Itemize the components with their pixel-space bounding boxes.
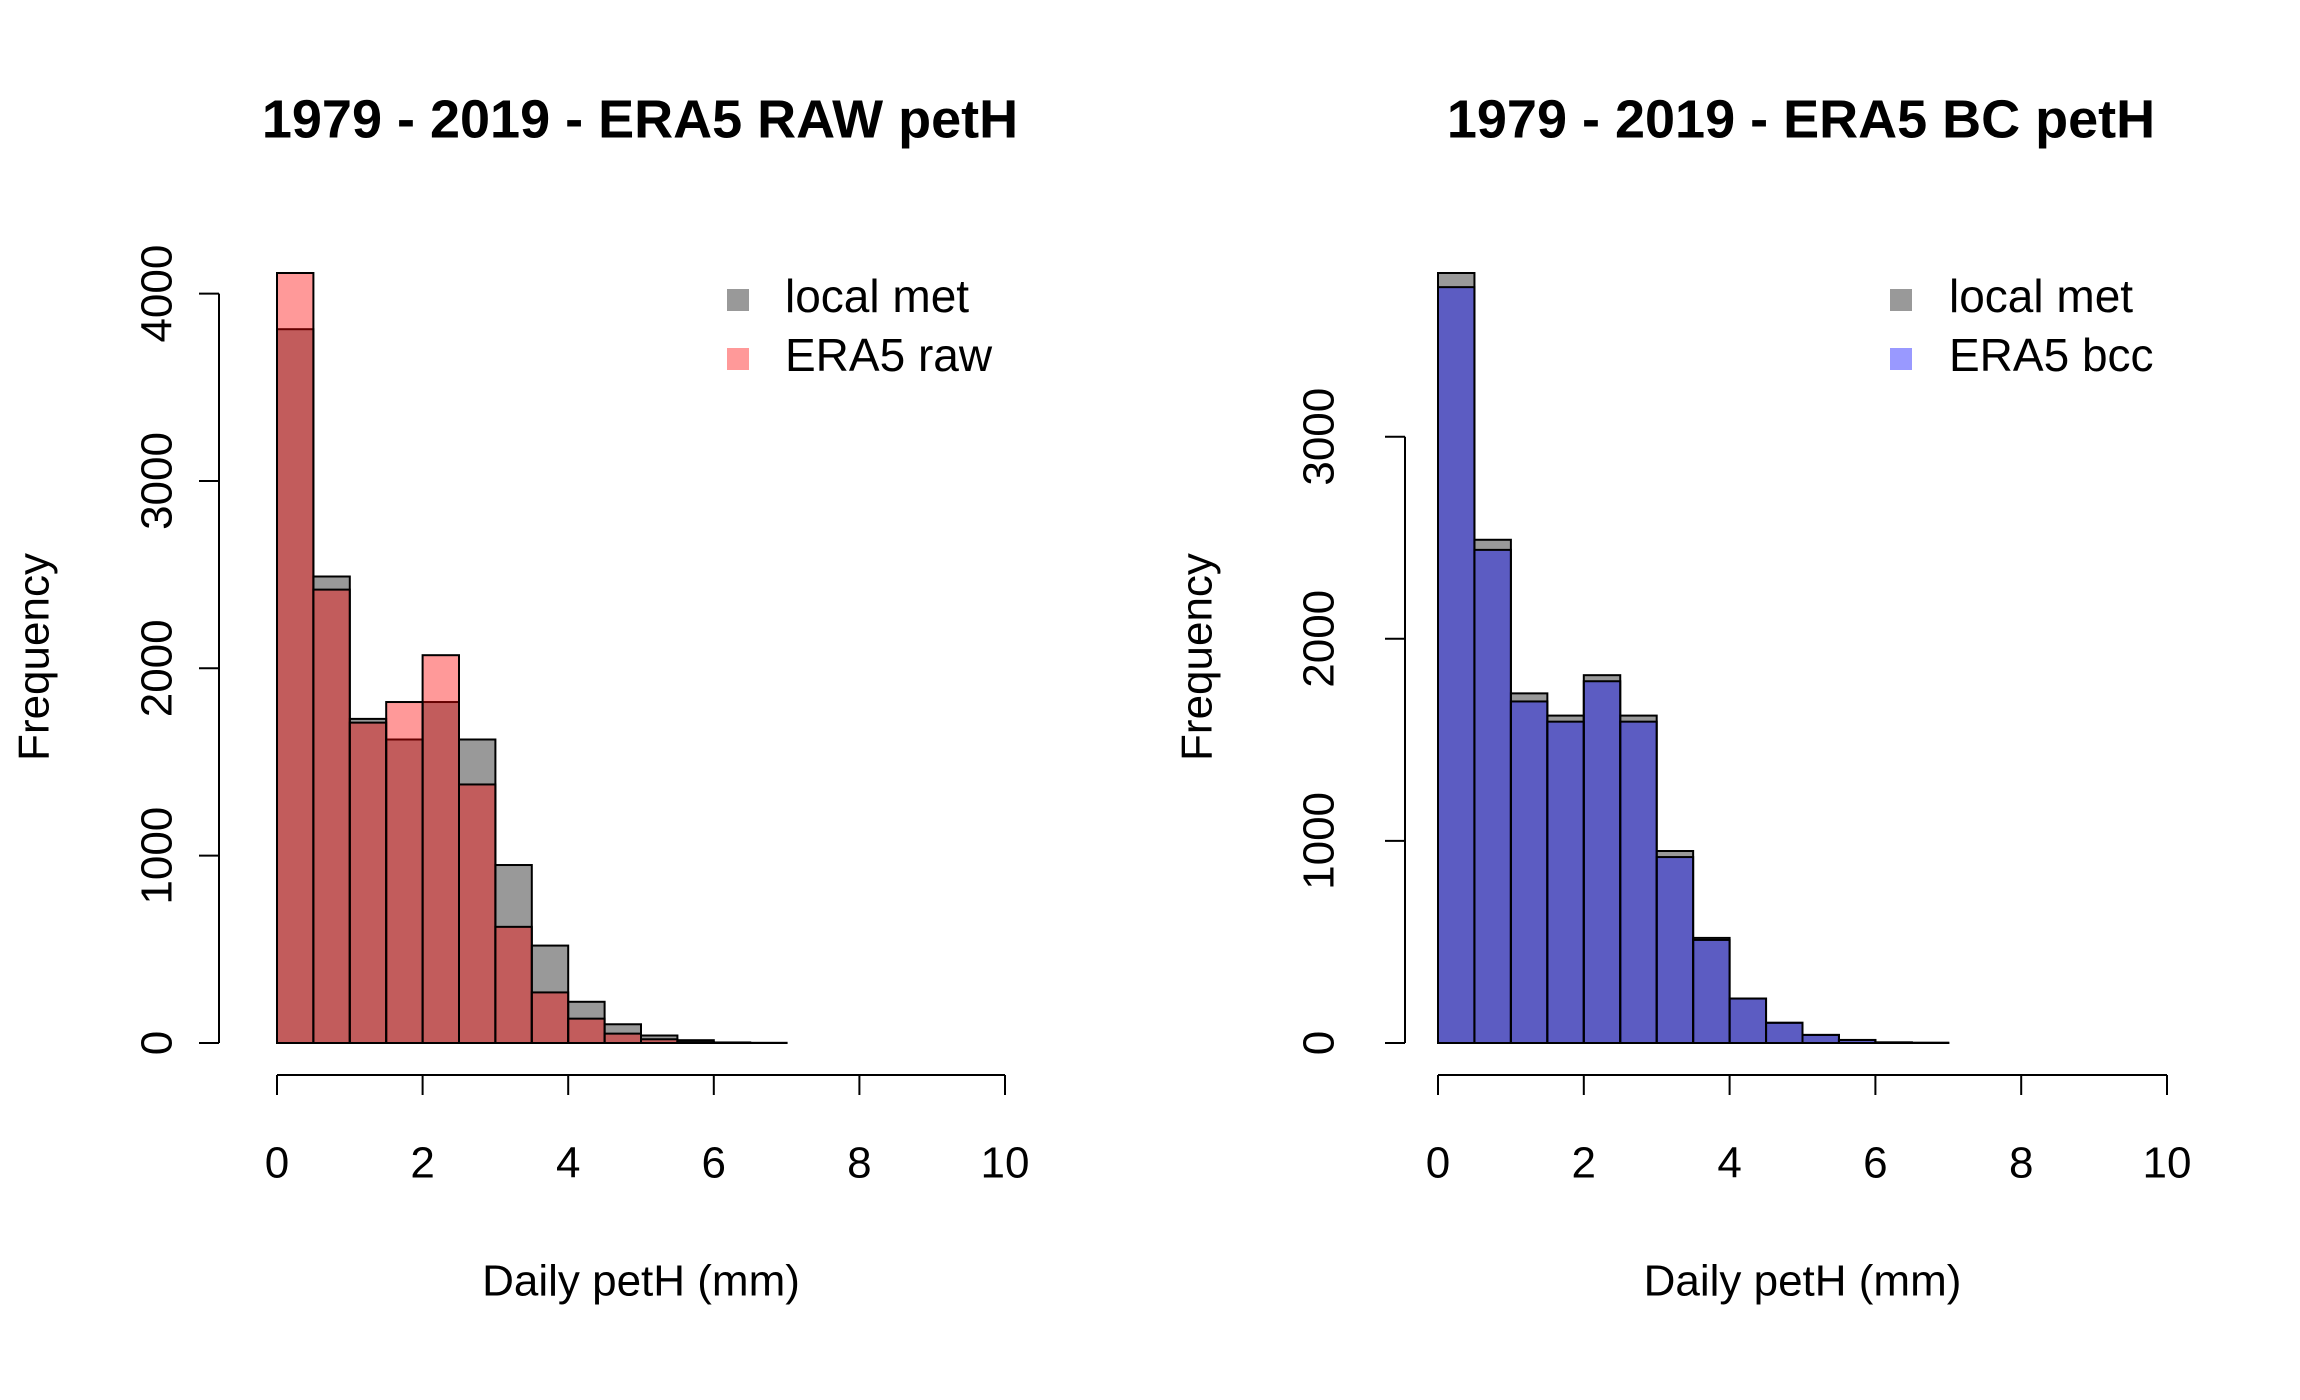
x-axis-label: Daily petH (mm) xyxy=(1644,1257,1962,1306)
bar xyxy=(1437,272,1476,1044)
bar xyxy=(1509,700,1549,1044)
bar xyxy=(458,783,497,1044)
y-axis-label: Frequency xyxy=(10,553,59,761)
bar xyxy=(276,272,315,1044)
bar xyxy=(603,1032,642,1044)
bar xyxy=(1765,1021,1804,1045)
legend-swatch xyxy=(1890,348,1912,370)
bar xyxy=(494,925,533,1045)
bar xyxy=(1619,720,1658,1045)
legend-label: local met xyxy=(785,270,969,322)
bar xyxy=(1473,548,1512,1044)
y-tick-label: 2000 xyxy=(133,619,182,717)
y-tick-label: 3000 xyxy=(133,432,182,530)
legend-label: ERA5 raw xyxy=(785,329,993,381)
x-tick-label: 8 xyxy=(847,1139,871,1188)
x-tick-label: 8 xyxy=(2009,1139,2033,1188)
bar xyxy=(640,1038,679,1045)
x-tick-label: 2 xyxy=(410,1139,434,1188)
chart-title: 1979 - 2019 - ERA5 BC petH xyxy=(1447,89,2155,149)
x-tick-label: 4 xyxy=(556,1139,580,1188)
bar xyxy=(530,991,570,1045)
bar xyxy=(1728,997,1768,1045)
y-tick-label: 0 xyxy=(133,1031,182,1055)
x-tick-label: 0 xyxy=(265,1139,289,1188)
x-tick-label: 4 xyxy=(1717,1139,1741,1188)
x-tick-label: 10 xyxy=(2143,1139,2192,1188)
legend-swatch xyxy=(727,348,749,370)
x-tick-label: 6 xyxy=(702,1139,726,1188)
x-tick-label: 10 xyxy=(981,1139,1030,1188)
x-tick-label: 6 xyxy=(1863,1139,1887,1188)
bar xyxy=(1473,538,1512,1044)
y-tick-label: 2000 xyxy=(1295,590,1344,688)
x-tick-label: 2 xyxy=(1572,1139,1596,1188)
legend-swatch xyxy=(1890,289,1912,311)
legend-label: ERA5 bcc xyxy=(1949,329,2154,381)
bar xyxy=(1837,1038,1877,1045)
bar xyxy=(1874,1041,1913,1044)
y-tick-label: 1000 xyxy=(1295,792,1344,890)
bar xyxy=(348,721,388,1044)
bar xyxy=(1437,286,1476,1044)
bar xyxy=(1801,1033,1840,1045)
bar xyxy=(1655,856,1695,1044)
legend-label: local met xyxy=(1949,270,2133,322)
y-tick-label: 3000 xyxy=(1295,388,1344,486)
x-axis-label: Daily petH (mm) xyxy=(482,1257,800,1306)
y-tick-label: 0 xyxy=(1295,1031,1344,1055)
bar xyxy=(1546,720,1585,1045)
bar xyxy=(1692,936,1731,1045)
bar xyxy=(1582,680,1622,1044)
chart-title: 1979 - 2019 - ERA5 RAW petH xyxy=(262,89,1018,149)
legend-swatch xyxy=(727,289,749,311)
x-tick-label: 0 xyxy=(1426,1139,1450,1188)
y-tick-label: 1000 xyxy=(133,807,182,905)
bar xyxy=(567,1017,606,1045)
bar xyxy=(676,1041,715,1044)
bar xyxy=(421,654,461,1044)
bar xyxy=(1692,938,1731,1045)
bar xyxy=(385,701,424,1044)
y-tick-label: 4000 xyxy=(133,245,182,343)
y-axis-label: Frequency xyxy=(1173,553,1222,761)
bar xyxy=(312,588,351,1044)
